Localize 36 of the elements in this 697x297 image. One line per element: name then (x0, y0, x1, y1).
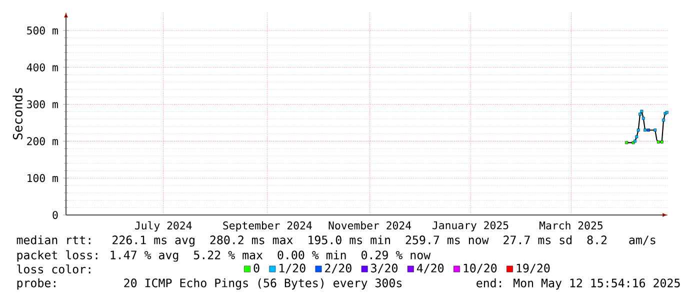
x-tick-label: January 2025 (432, 221, 508, 232)
text: probe: 20 ICMP Echo Pings (56 Bytes) every 300s (17, 278, 402, 290)
x-tick-label: November 2024 (328, 221, 412, 230)
legend-label: 0 (254, 264, 260, 272)
legend-label: 2/20 (325, 264, 352, 274)
y-tick-label: 100 m (28, 174, 58, 182)
point (644, 128, 647, 132)
point (657, 140, 660, 144)
x-tick-label: September 2024 (223, 221, 312, 232)
text: packet loss: 1.47 % avg 5.22 % max 0.00 % min 0.29 % now (17, 250, 431, 262)
point (640, 110, 644, 113)
y-tick-label: 0 (52, 210, 58, 220)
legend-label: 19/20 (516, 264, 550, 274)
text: median rtt: 226.1 ms avg 280.2 ms max 195.0 ms min 259.7 ms now 27.7 ms sd 8.2 am/s (16, 235, 656, 247)
y-tick-label: 400 m (26, 63, 58, 72)
y-axis-title: Seconds (12, 88, 23, 140)
point (638, 112, 642, 116)
legend-title: loss color: (17, 264, 90, 274)
legend-label: 3/20 (371, 264, 398, 274)
legend-label: 10/20 (464, 264, 497, 274)
legend-label: 4/20 (416, 264, 444, 274)
point (646, 128, 650, 132)
y-tick-label: 300 m (27, 100, 58, 108)
point (660, 140, 664, 144)
y-tick-label: 200 m (27, 137, 58, 146)
text: end: Mon May 12 15:54:16 2025 (476, 278, 680, 290)
point (654, 128, 657, 132)
point (636, 128, 640, 132)
point (635, 135, 638, 138)
x-tick-label: March 2025 (540, 221, 602, 230)
y-tick-label: 500 m (27, 26, 58, 34)
point (625, 141, 628, 144)
point (642, 116, 645, 120)
x-tick-label: July 2024 (135, 221, 192, 232)
legend-label: 1/20 (280, 264, 306, 274)
point (662, 118, 665, 122)
